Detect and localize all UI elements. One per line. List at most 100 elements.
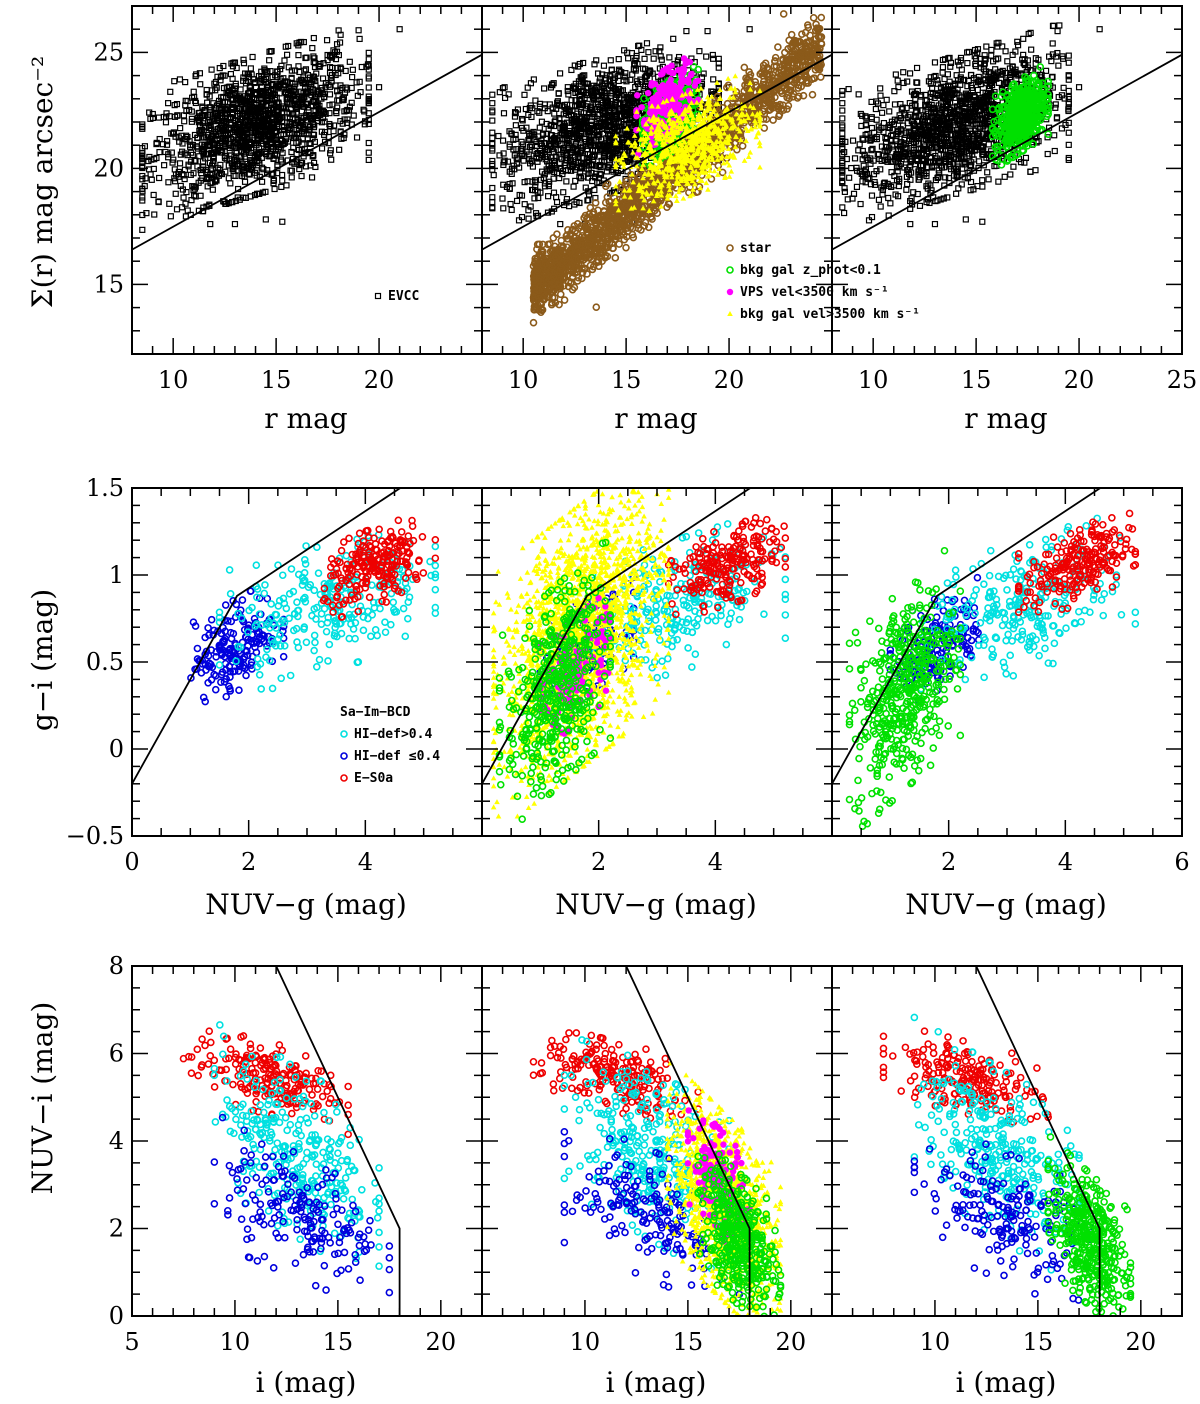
point-evcc bbox=[625, 95, 632, 103]
point-star bbox=[644, 223, 653, 232]
point-evcc bbox=[365, 139, 372, 147]
point-evcc bbox=[703, 53, 710, 60]
point-evcc bbox=[613, 115, 620, 122]
point-evcc bbox=[322, 110, 329, 117]
point-evcc bbox=[590, 88, 597, 95]
point-evcc bbox=[196, 117, 203, 124]
point-evcc bbox=[544, 108, 551, 115]
point-evcc bbox=[238, 147, 245, 154]
point-evcc bbox=[161, 162, 168, 169]
point-evcc bbox=[253, 167, 260, 174]
point-evcc bbox=[170, 129, 177, 136]
point-star bbox=[631, 191, 639, 200]
point-evcc bbox=[709, 51, 716, 59]
point-star bbox=[733, 92, 742, 100]
point-evcc bbox=[240, 56, 247, 63]
point-evcc bbox=[683, 27, 690, 35]
point-evcc bbox=[279, 218, 286, 225]
point-evcc bbox=[553, 141, 560, 148]
point-evcc bbox=[240, 60, 248, 67]
point-evcc bbox=[348, 99, 355, 106]
point-evcc bbox=[203, 91, 210, 98]
point-star bbox=[785, 36, 793, 45]
point-evcc bbox=[326, 91, 334, 98]
point-evcc bbox=[615, 86, 623, 93]
point-evcc bbox=[634, 61, 641, 68]
point-evcc bbox=[211, 109, 218, 116]
point-evcc bbox=[182, 200, 189, 207]
point-evcc bbox=[165, 151, 172, 158]
point-evcc bbox=[670, 35, 677, 42]
point-evcc bbox=[207, 122, 214, 130]
point-evcc bbox=[249, 121, 256, 128]
point-evcc bbox=[621, 47, 628, 54]
point-evcc bbox=[203, 176, 210, 183]
point-evcc bbox=[210, 141, 218, 148]
point-star bbox=[573, 240, 582, 249]
point-evcc bbox=[746, 26, 753, 33]
point-star bbox=[583, 270, 591, 278]
point-evcc bbox=[221, 154, 229, 161]
point-evcc bbox=[556, 114, 563, 122]
point-evcc bbox=[230, 172, 237, 179]
point-evcc bbox=[207, 179, 214, 187]
point-evcc bbox=[532, 183, 539, 191]
point-star bbox=[759, 71, 767, 80]
point-evcc bbox=[580, 161, 587, 168]
point-evcc bbox=[285, 85, 292, 92]
point-evcc bbox=[139, 172, 146, 180]
point-evcc bbox=[355, 27, 362, 34]
point-evcc bbox=[346, 58, 353, 65]
point-evcc bbox=[631, 61, 638, 68]
point-evcc bbox=[365, 56, 372, 63]
point-evcc bbox=[228, 152, 235, 159]
point-evcc bbox=[645, 49, 652, 56]
point-evcc bbox=[656, 48, 663, 55]
point-evcc bbox=[587, 142, 594, 149]
point-evcc bbox=[500, 205, 507, 212]
point-evcc bbox=[284, 138, 292, 145]
point-evcc bbox=[231, 163, 238, 170]
point-star bbox=[785, 67, 794, 76]
point-evcc bbox=[625, 157, 632, 164]
point-evcc bbox=[283, 86, 290, 93]
point-star bbox=[653, 209, 662, 217]
point-star bbox=[815, 65, 824, 74]
point-evcc bbox=[281, 139, 288, 146]
point-evcc bbox=[264, 68, 271, 75]
point-evcc bbox=[618, 118, 625, 125]
point-evcc bbox=[293, 101, 300, 108]
point-evcc bbox=[228, 106, 235, 113]
point-star bbox=[587, 226, 595, 235]
point-evcc bbox=[267, 101, 275, 109]
point-evcc bbox=[541, 183, 549, 190]
point-evcc bbox=[365, 120, 372, 128]
point-evcc bbox=[149, 114, 157, 122]
point-star bbox=[789, 93, 797, 101]
point-evcc bbox=[302, 66, 310, 73]
point-evcc bbox=[592, 162, 600, 169]
scatter-points-row1-panel2 bbox=[489, 10, 826, 327]
point-evcc bbox=[333, 109, 340, 117]
point-evcc bbox=[306, 140, 313, 147]
point-evcc bbox=[327, 74, 334, 82]
point-star bbox=[550, 285, 558, 294]
point-evcc bbox=[139, 156, 146, 163]
point-evcc bbox=[194, 134, 201, 142]
point-star bbox=[581, 241, 589, 250]
point-evcc bbox=[542, 145, 549, 153]
point-evcc bbox=[244, 135, 251, 143]
point-evcc bbox=[229, 86, 236, 94]
point-evcc bbox=[288, 174, 295, 181]
point-evcc bbox=[255, 150, 262, 157]
point-evcc bbox=[213, 177, 220, 184]
point-evcc bbox=[185, 163, 192, 170]
point-evcc bbox=[217, 149, 224, 156]
point-evcc bbox=[262, 216, 269, 223]
point-evcc bbox=[180, 194, 187, 201]
point-evcc bbox=[578, 96, 585, 103]
point-evcc bbox=[168, 149, 175, 156]
point-evcc bbox=[579, 78, 586, 85]
point-evcc bbox=[547, 122, 554, 129]
point-evcc bbox=[271, 185, 278, 193]
